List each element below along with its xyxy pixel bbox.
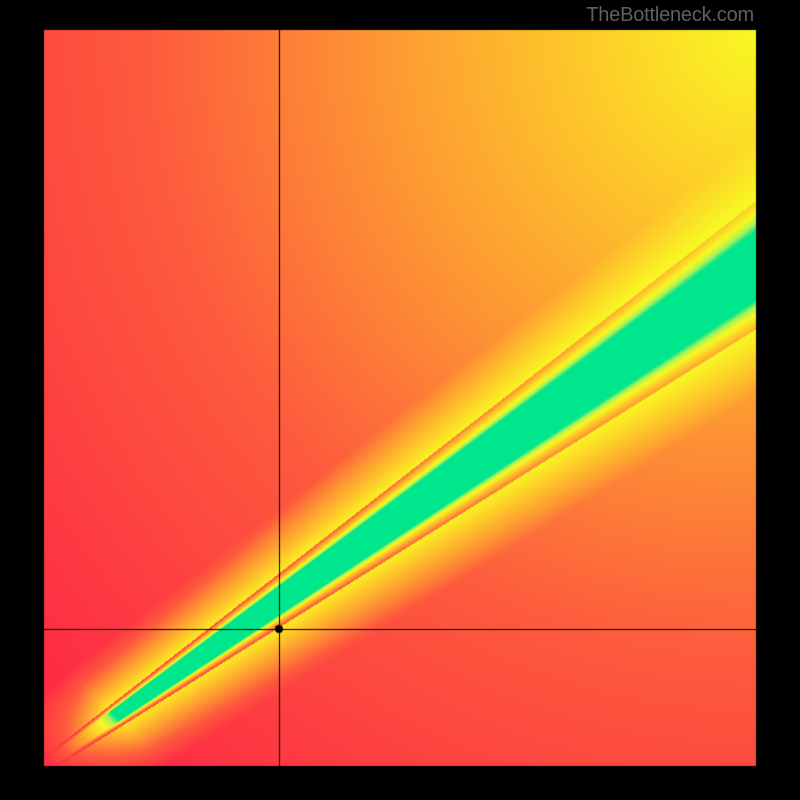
bottleneck-heatmap: [0, 0, 800, 800]
watermark: TheBottleneck.com: [586, 4, 754, 27]
